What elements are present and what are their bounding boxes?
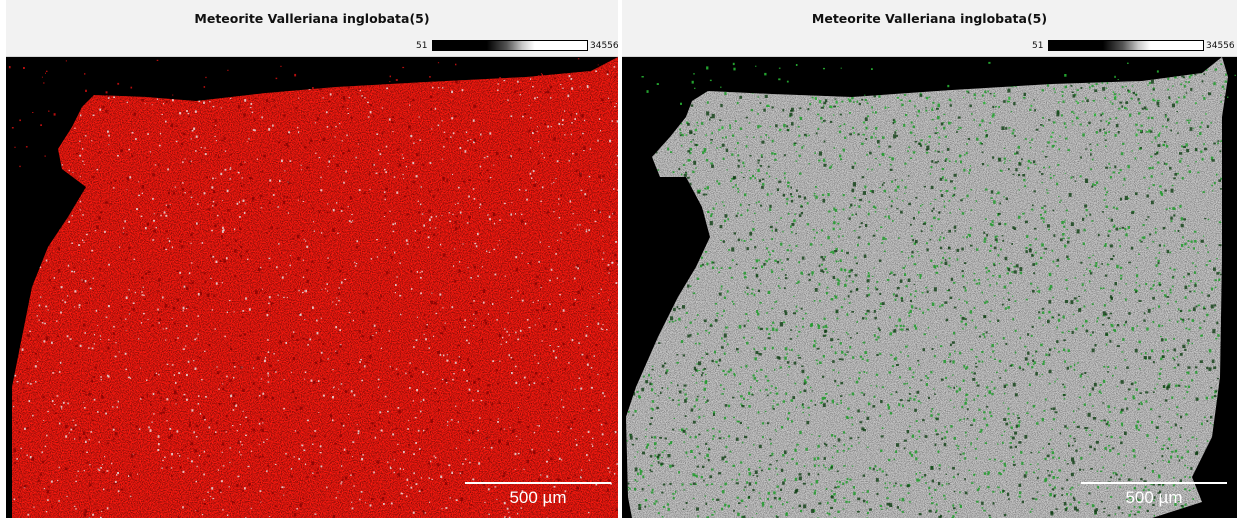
background-specks bbox=[641, 61, 1236, 139]
intensity-colorbar bbox=[1048, 40, 1204, 51]
mineral-specks bbox=[12, 57, 618, 518]
panel-header: Meteorite Valleriana inglobata(5) 51 345… bbox=[622, 0, 1237, 57]
scale-bar-label: 500 µm bbox=[1125, 488, 1183, 507]
colorbar-max-label: 34556 bbox=[590, 41, 619, 51]
sample-region bbox=[626, 57, 1228, 518]
intensity-colorbar bbox=[432, 40, 588, 51]
scale-bar bbox=[465, 482, 611, 484]
element-map-panel-right: Meteorite Valleriana inglobata(5) 51 345… bbox=[622, 0, 1237, 518]
background-specks bbox=[8, 58, 612, 179]
map-canvas bbox=[626, 57, 1236, 518]
element-map-panel-left: Meteorite Valleriana inglobata(5) 51 345… bbox=[6, 0, 619, 518]
colorbar-min-label: 51 bbox=[416, 41, 428, 51]
element-map-image: 500 µm bbox=[622, 57, 1237, 518]
scale-bar-label: 500 µm bbox=[509, 488, 567, 507]
map-canvas bbox=[8, 57, 618, 518]
sample-region bbox=[12, 57, 618, 518]
scale-bar bbox=[1081, 482, 1227, 484]
map-title: Meteorite Valleriana inglobata(5) bbox=[811, 11, 1048, 26]
colorbar-min-label: 51 bbox=[1032, 41, 1044, 51]
panel-header: Meteorite Valleriana inglobata(5) 51 345… bbox=[6, 0, 619, 57]
element-map-image: 500 µm bbox=[6, 57, 618, 518]
map-title: Meteorite Valleriana inglobata(5) bbox=[194, 11, 430, 26]
colorbar-max-label: 34556 bbox=[1206, 41, 1235, 51]
